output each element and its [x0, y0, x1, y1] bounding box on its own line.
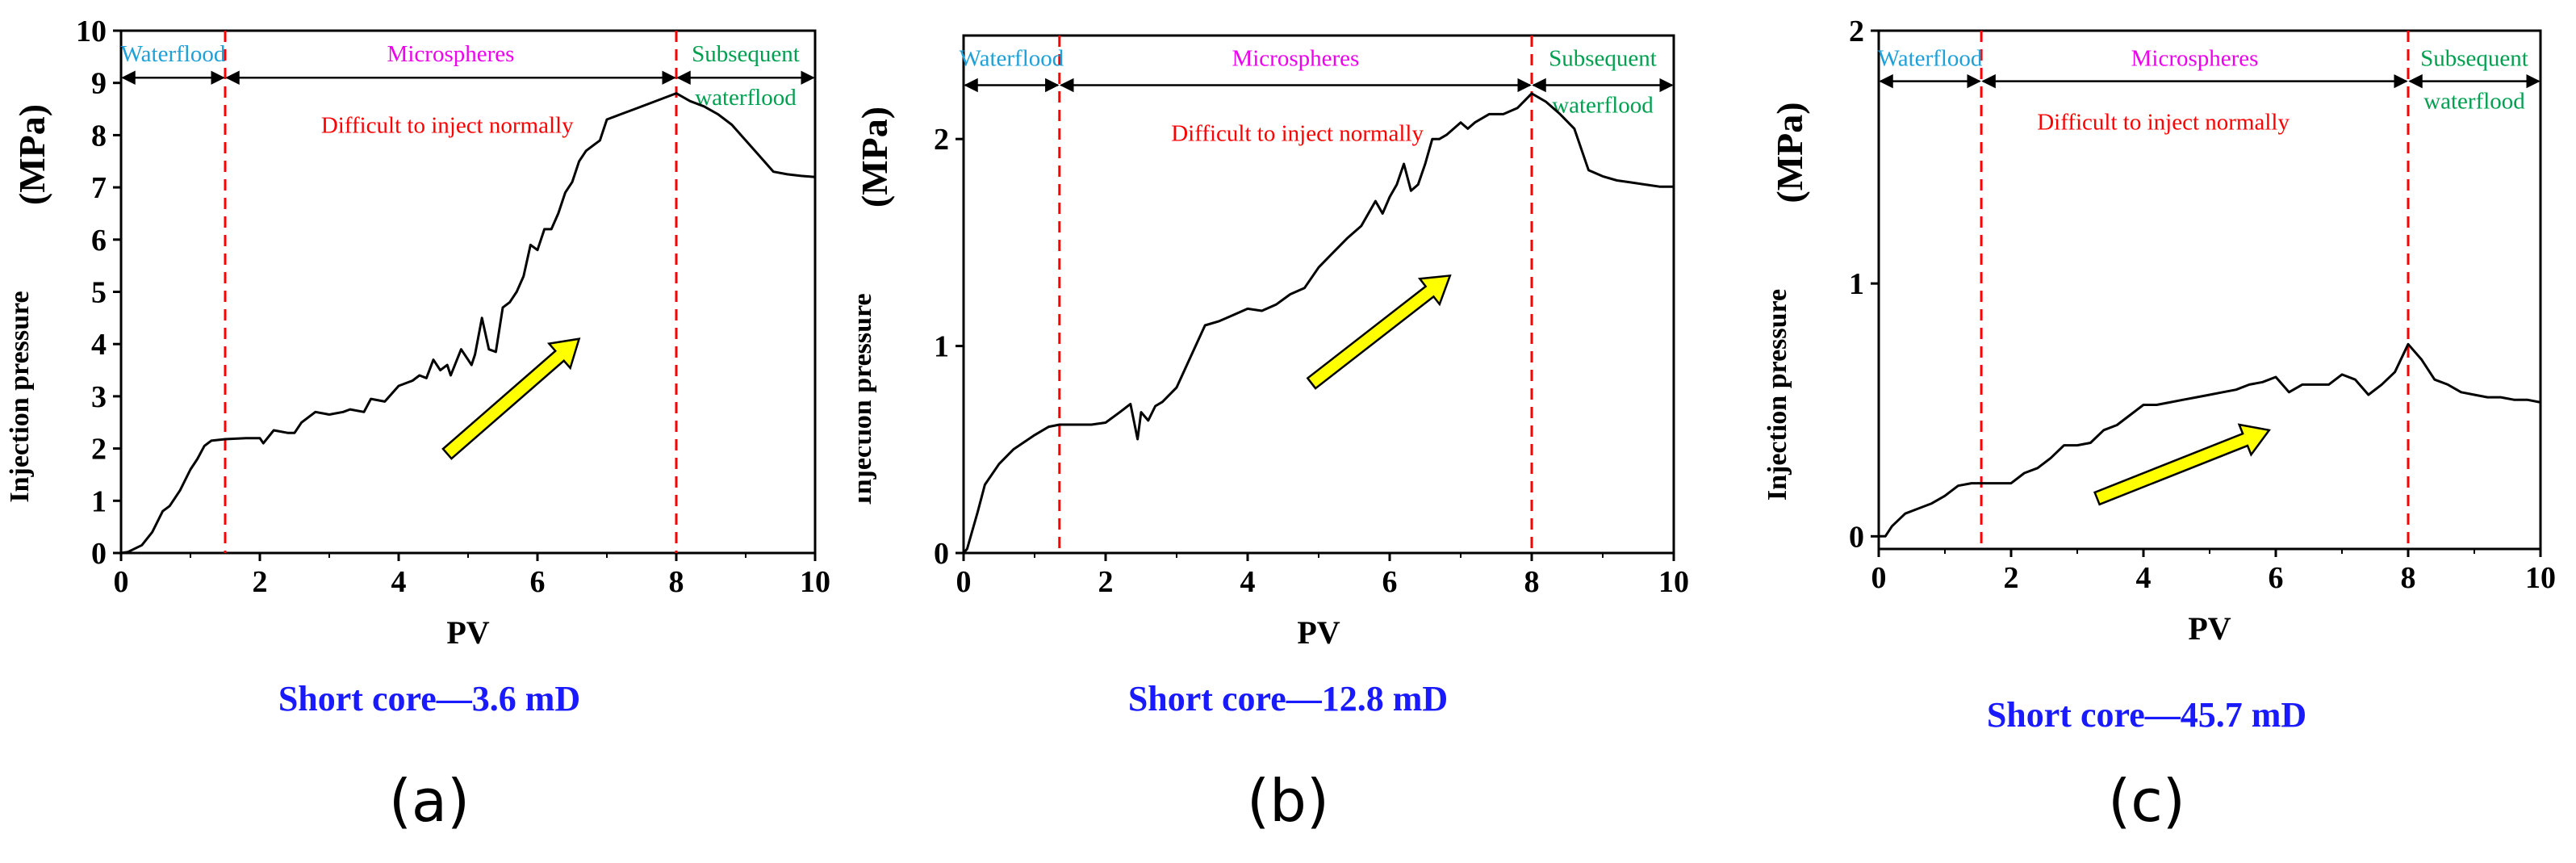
series-line [962, 92, 1674, 554]
y-axis-unit: (MPa) [11, 104, 52, 205]
phase-label: Subsequent [2420, 45, 2528, 71]
y-tick-label: 5 [91, 276, 107, 310]
panel-letter-b: (b) [1247, 767, 1329, 835]
x-tick-label: 10 [800, 565, 830, 599]
panel-letter-a: (a) [388, 767, 470, 835]
note-difficult-inject: Difficult to inject normally [321, 112, 574, 138]
x-tick-label: 0 [114, 565, 129, 599]
y-tick-label: 7 [91, 171, 107, 205]
chart-c: 0 2 4 6 8 10 0 1 2 PV Injection pressure (MPa) Water… [1763, 15, 2556, 647]
y-axis-label: Injection pressure [859, 293, 877, 505]
x-tick-label: 4 [391, 565, 407, 599]
x-tick-label: 0 [956, 565, 972, 599]
phase-label-line2: waterflood [695, 85, 797, 111]
panel-a: 0 2 4 6 8 10 0 1 2 3 4 5 6 7 8 9 10 PV Injection pressure (… [0, 0, 859, 863]
phase-label: Microspheres [1232, 46, 1359, 72]
note-difficult-inject: Difficult to inject normally [1171, 121, 1424, 147]
phase-label: Waterflood [121, 41, 226, 67]
x-tick-label: 6 [530, 565, 546, 599]
y-axis-unit: (MPa) [1769, 102, 1810, 203]
y-tick-label: 4 [91, 328, 107, 362]
x-tick-label: 4 [1240, 565, 1256, 599]
caption-a: Short core—3.6 mD [278, 679, 581, 718]
x-tick-label: 2 [253, 565, 268, 599]
y-tick-label: 0 [1849, 520, 1864, 554]
x-tick-label: 0 [1871, 561, 1887, 595]
x-tick-label: 6 [2269, 561, 2284, 595]
y-tick-label: 9 [91, 67, 107, 101]
x-tick-label: 8 [2401, 561, 2416, 595]
x-tick-label: 8 [1524, 565, 1540, 599]
y-tick-label: 0 [934, 537, 949, 571]
y-tick-label: 0 [91, 537, 107, 571]
chart-b: 0 2 4 6 8 10 0 1 2 PV Injection pressure (MPa) Water… [859, 34, 1689, 651]
caption-b: Short core—12.8 mD [1127, 679, 1449, 718]
phase-label: Waterflood [960, 46, 1064, 72]
x-tick-label: 8 [669, 565, 684, 599]
phase-label: Microspheres [2131, 45, 2259, 71]
x-axis-label: PV [1297, 614, 1340, 651]
note-difficult-inject: Difficult to inject normally [2037, 110, 2290, 136]
trend-arrow [2093, 423, 2271, 506]
x-axis-label: PV [446, 614, 489, 651]
y-axis-unit: (MPa) [859, 107, 895, 207]
panel-b: 0 2 4 6 8 10 0 1 2 PV Injection pressure (MPa) Water… [859, 0, 1717, 863]
panel-letter-c: (c) [2108, 767, 2185, 835]
x-tick-label: 2 [1098, 565, 1114, 599]
series-line [1879, 342, 2541, 538]
series-line [120, 92, 816, 555]
phase-label: Waterflood [1878, 45, 1983, 71]
y-tick-label: 1 [934, 330, 949, 364]
y-tick-label: 6 [91, 224, 107, 258]
caption-c: Short core—45.7 mD [1986, 695, 2307, 735]
phase-label: Subsequent [1549, 46, 1657, 72]
x-axis-label: PV [2188, 610, 2231, 647]
x-tick-label: 10 [2525, 561, 2556, 595]
chart-a: 0 2 4 6 8 10 0 1 2 3 4 5 6 7 8 9 10 PV Injection pressure (… [5, 15, 830, 651]
x-tick-label: 10 [1658, 565, 1689, 599]
y-tick-label: 1 [1849, 267, 1864, 301]
x-tick-label: 2 [2004, 561, 2019, 595]
y-tick-label: 1 [91, 484, 107, 518]
y-tick-label: 2 [934, 123, 949, 157]
trend-arrow [441, 337, 581, 460]
phase-label: Microspheres [387, 41, 515, 67]
panel-c: 0 2 4 6 8 10 0 1 2 PV Injection pressure (MPa) Water… [1717, 0, 2576, 863]
phase-label-line2: waterflood [2423, 89, 2525, 115]
y-axis-label: Injection pressure [1763, 289, 1792, 501]
y-tick-label: 8 [91, 119, 107, 153]
phase-label: Subsequent [692, 41, 800, 67]
y-tick-label: 3 [91, 380, 107, 414]
phase-label-line2: waterflood [1552, 93, 1654, 119]
x-tick-label: 6 [1382, 565, 1398, 599]
y-tick-label: 10 [76, 15, 107, 48]
y-tick-label: 2 [1849, 15, 1864, 48]
trend-arrow [1306, 274, 1452, 390]
x-tick-label: 4 [2136, 561, 2152, 595]
y-tick-label: 2 [91, 433, 107, 467]
y-axis-label: Injection pressure [5, 291, 35, 502]
